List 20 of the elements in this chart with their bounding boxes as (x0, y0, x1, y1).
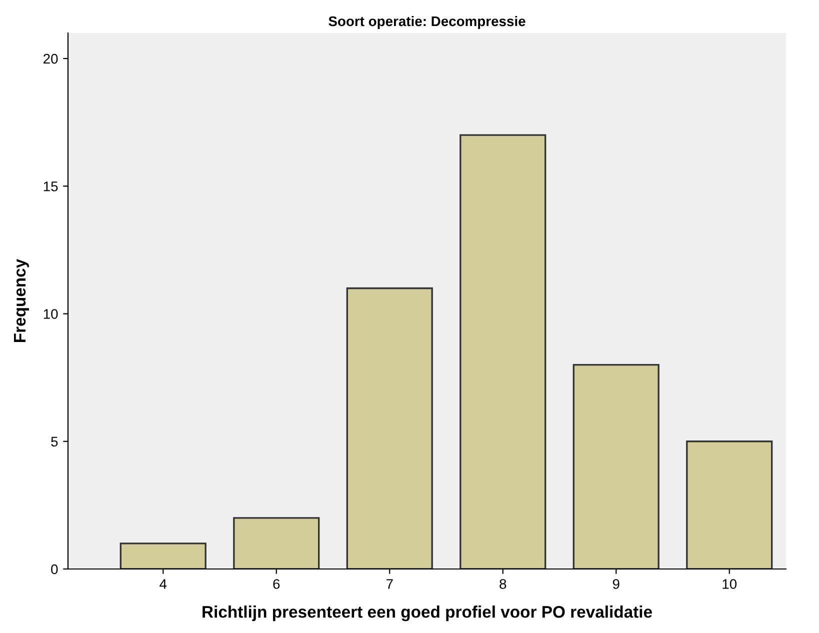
x-tick-label: 4 (160, 579, 167, 589)
bar (346, 287, 433, 569)
chart-title: Soort operatie: Decompressie (328, 16, 526, 29)
bar (460, 134, 546, 569)
y-tick-label: 0 (51, 564, 58, 574)
bar (120, 542, 206, 569)
x-axis-title: Richtlijn presenteert een goed profiel voor PO revalidatie (202, 606, 652, 622)
y-tick-label: 5 (51, 436, 58, 447)
y-tick-label: 20 (44, 54, 58, 64)
x-tick-label: 6 (273, 579, 280, 589)
y-tick-label: 15 (44, 182, 58, 192)
x-tick-label: 9 (612, 579, 620, 589)
x-tick-label: 10 (722, 579, 737, 589)
x-tick-label: 8 (500, 579, 506, 589)
y-axis-title: Frequency (14, 258, 29, 342)
x-tick-label: 7 (386, 579, 393, 589)
y-tick-label: 10 (44, 309, 58, 319)
bar (572, 364, 660, 569)
bar (233, 517, 320, 569)
bar (686, 440, 773, 569)
